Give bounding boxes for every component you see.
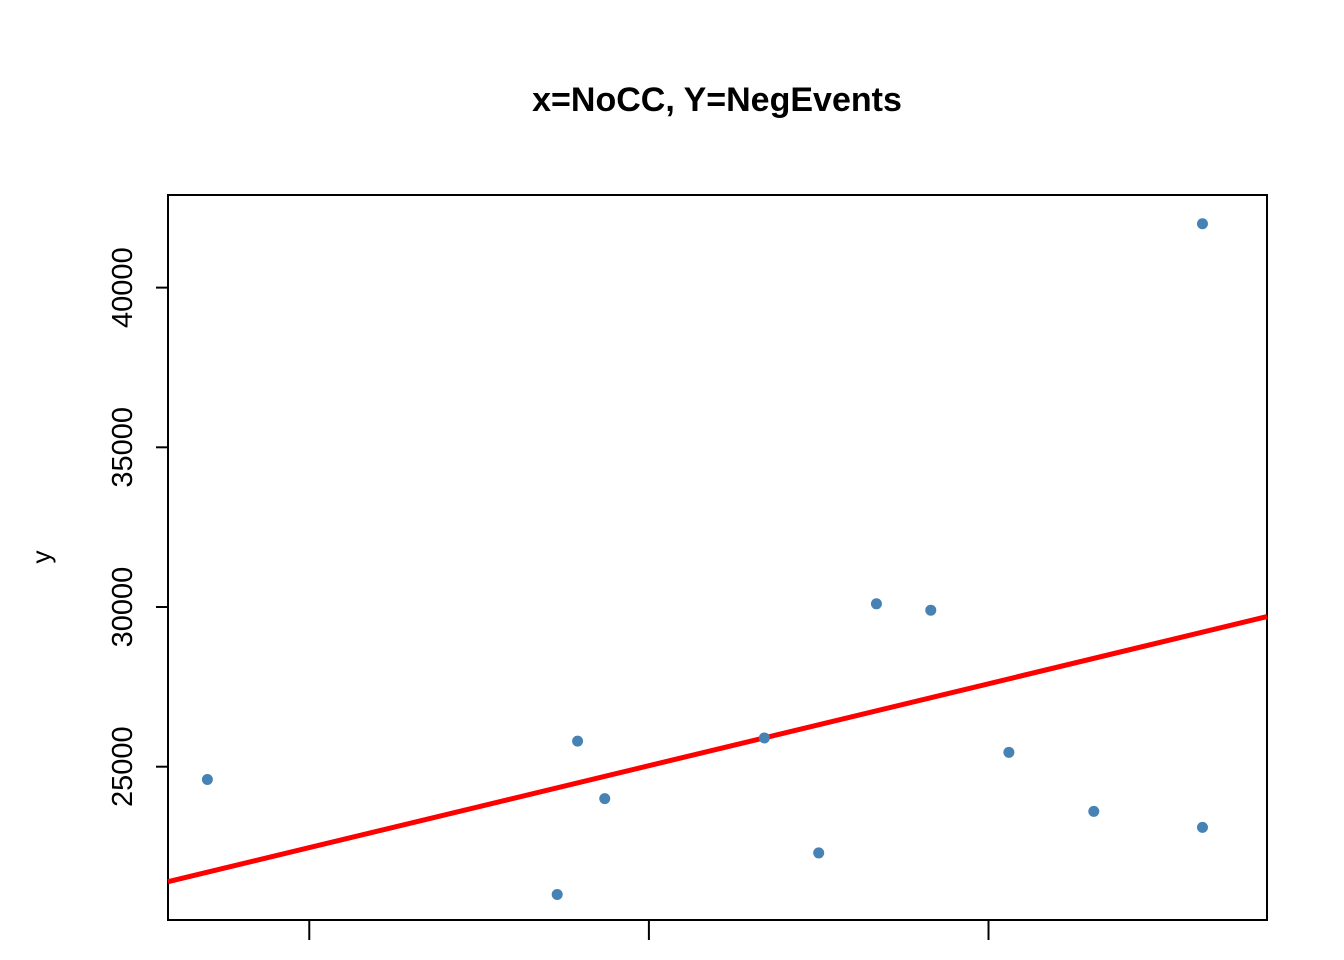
data-point [551,888,563,900]
plot-frame [167,194,1268,921]
data-point [1003,746,1015,758]
data-point [925,604,937,616]
y-tick-label: 25000 [107,726,139,807]
regression-line-group [167,614,1268,885]
y-tick-label: 40000 [107,247,139,328]
regression-line [167,614,1268,885]
data-point [758,732,770,744]
x-axis [308,920,990,940]
data-point [599,793,611,805]
data-point [1196,821,1208,833]
data-point [813,847,825,859]
y-tick-label: 30000 [107,567,139,648]
y-axis: 25000 30000 35000 40000 [107,247,168,807]
data-points [201,218,1208,900]
y-axis-label: y [26,551,56,564]
data-point [572,735,584,747]
y-tick-label: 35000 [107,407,139,488]
data-point [201,773,213,785]
data-point [1196,218,1208,230]
data-point [1088,805,1100,817]
chart-title: x=NoCC, Y=NegEvents [532,81,902,119]
data-point [870,598,882,610]
